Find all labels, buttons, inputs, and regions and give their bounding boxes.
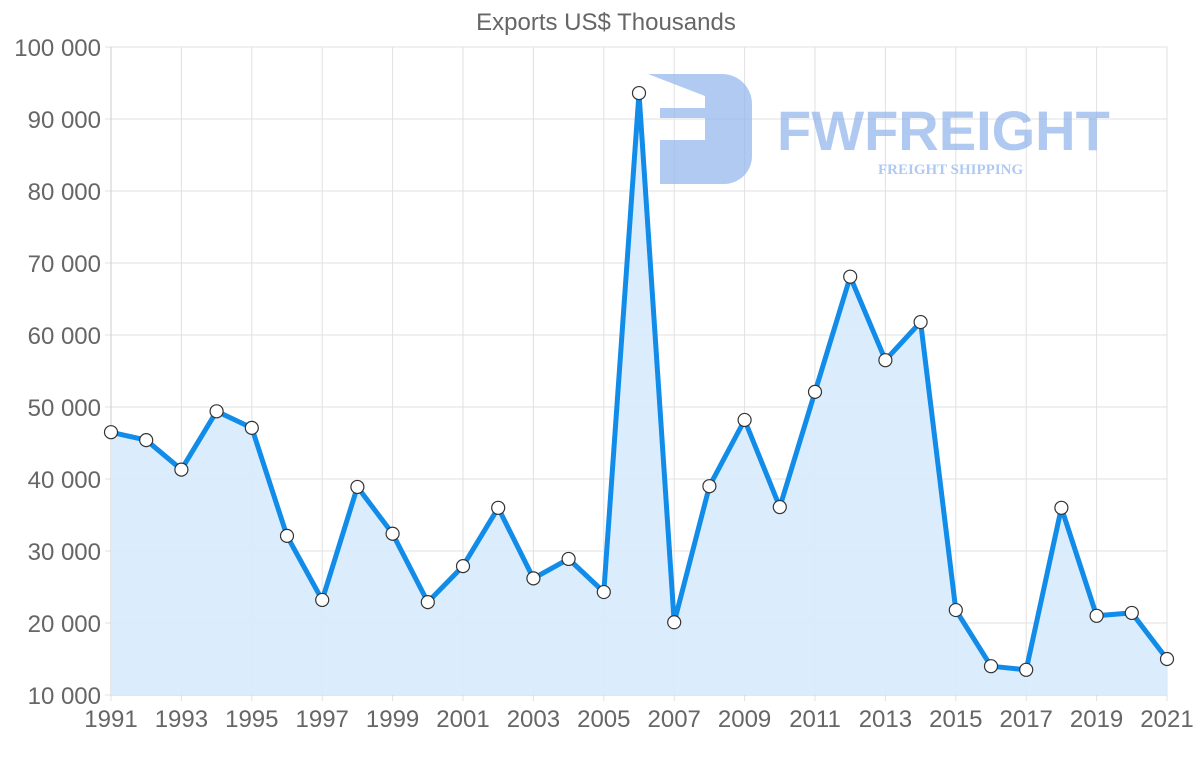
x-tick-label: 1991	[84, 706, 137, 733]
data-point-marker[interactable]	[913, 314, 928, 330]
x-tick-label: 2007	[648, 706, 701, 733]
data-point-marker[interactable]	[807, 384, 823, 399]
y-tick-label: 100 000	[14, 35, 101, 62]
data-point-marker[interactable]	[1054, 500, 1069, 515]
data-point-marker[interactable]	[631, 85, 647, 101]
x-axis: 1991 1993 1995 1997 1999 2001 2003 2005 2007 2009…	[84, 706, 1193, 733]
y-tick-label: 40 000	[28, 467, 101, 494]
x-tick-label: 1995	[225, 706, 278, 733]
watermark-tagline: FREIGHT SHIPPING	[878, 162, 1023, 178]
x-tick-label: 2009	[718, 706, 771, 733]
data-point-marker[interactable]	[526, 571, 541, 586]
data-point-marker[interactable]	[350, 479, 365, 495]
y-tick-label: 70 000	[28, 251, 101, 278]
data-point-marker[interactable]	[983, 659, 999, 674]
x-tick-label: 2021	[1140, 706, 1193, 733]
area-fill	[111, 93, 1167, 696]
data-point-marker[interactable]	[103, 425, 119, 440]
data-point-marker[interactable]	[737, 412, 752, 428]
y-tick-label: 20 000	[28, 611, 101, 638]
y-tick-label: 80 000	[28, 179, 101, 206]
y-tick-label: 30 000	[28, 539, 101, 566]
x-tick-label: 2005	[577, 706, 630, 733]
data-point-marker[interactable]	[1124, 605, 1139, 621]
data-point-marker[interactable]	[561, 551, 576, 567]
data-point-marker[interactable]	[596, 584, 611, 600]
x-tick-label: 1999	[366, 706, 419, 733]
y-tick-label: 50 000	[28, 395, 101, 422]
y-tick-label: 90 000	[28, 107, 101, 134]
y-tick-label: 10 000	[28, 683, 101, 710]
data-point-marker[interactable]	[455, 559, 471, 574]
chart-title: Exports US$ Thousands	[476, 9, 736, 36]
watermark-brand: FWFREIGHT	[777, 99, 1110, 162]
data-point-marker[interactable]	[1159, 651, 1175, 667]
y-tick-label: 60 000	[28, 323, 101, 350]
x-tick-label: 1993	[155, 706, 208, 733]
x-tick-label: 1997	[296, 706, 349, 733]
y-axis: 10 000 20 000 30 000 40 000 50 000 60 000 70 0…	[14, 35, 101, 710]
data-point-marker[interactable]	[1019, 662, 1034, 677]
x-tick-label: 2015	[929, 706, 982, 733]
data-point-marker[interactable]	[702, 479, 717, 494]
x-tick-label: 2019	[1070, 706, 1123, 733]
x-tick-label: 2013	[859, 706, 912, 733]
x-tick-label: 2017	[1000, 706, 1053, 733]
data-points	[103, 85, 1175, 677]
fw-logo-icon	[648, 74, 752, 184]
data-point-marker[interactable]	[843, 269, 858, 284]
data-point-marker[interactable]	[420, 595, 435, 610]
data-point-marker[interactable]	[1089, 608, 1104, 623]
data-point-marker[interactable]	[667, 615, 682, 630]
data-point-marker[interactable]	[209, 404, 224, 419]
data-point-marker[interactable]	[878, 353, 893, 368]
data-point-marker[interactable]	[139, 433, 154, 448]
x-tick-label: 2011	[789, 706, 841, 733]
x-tick-label: 2003	[507, 706, 560, 733]
data-point-marker[interactable]	[315, 592, 330, 608]
data-point-marker[interactable]	[948, 602, 963, 618]
data-point-marker[interactable]	[174, 462, 189, 477]
watermark-logo: FWFREIGHT FREIGHT SHIPPING	[648, 74, 1110, 184]
data-point-marker[interactable]	[491, 500, 506, 515]
data-point-marker[interactable]	[244, 420, 259, 435]
data-point-marker[interactable]	[772, 499, 787, 515]
x-tick-label: 2001	[436, 706, 489, 733]
data-point-marker[interactable]	[385, 526, 400, 541]
data-point-marker[interactable]	[279, 528, 295, 543]
